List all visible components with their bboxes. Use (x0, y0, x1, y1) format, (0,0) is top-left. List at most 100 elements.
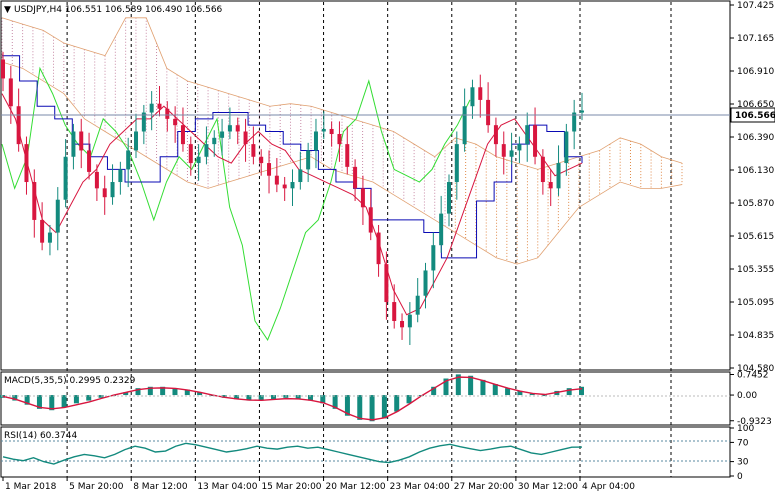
candle-body (102, 188, 107, 198)
candle-body (540, 156, 545, 183)
candle-body (220, 131, 225, 138)
candle-body (407, 314, 412, 328)
candle-body (235, 125, 240, 132)
candle-body (118, 169, 123, 183)
candle-body (32, 182, 37, 220)
macd-histogram-bar (184, 389, 190, 396)
candle-body (55, 199, 60, 233)
macd-histogram-bar (246, 395, 252, 401)
candle-body (556, 163, 561, 189)
candle-body (446, 182, 451, 214)
cloud-lower-edge (1, 61, 683, 265)
candle-body (71, 131, 76, 157)
price-axis-label: 107.165 (737, 34, 774, 44)
macd-histogram-bar (505, 388, 511, 396)
candle-body (141, 112, 146, 132)
candle-body (47, 232, 52, 243)
cloud-upper-edge (1, 17, 683, 170)
price-axis-label: 106.130 (737, 166, 774, 176)
candle-body (572, 112, 577, 132)
macd-histogram-bar (579, 386, 584, 396)
candle-body (243, 131, 248, 145)
candle-body (509, 150, 514, 157)
price-axis-label: 104.580 (737, 364, 774, 374)
rsi-axis: 100 70 30 0 (730, 424, 754, 482)
candle-body (227, 125, 232, 132)
macd-histogram-bar (517, 390, 523, 396)
candle-body (251, 144, 256, 157)
main-panel-frame (0, 0, 731, 371)
rsi-panel (2, 442, 583, 465)
macd-histogram-bar (468, 375, 474, 396)
candle-body (298, 169, 303, 183)
candle-body (368, 207, 373, 233)
ichimoku-cloud (1, 17, 683, 265)
price-axis-label: 105.095 (737, 298, 774, 308)
macd-histogram-bar (271, 395, 277, 400)
macd-histogram-bar (431, 386, 437, 396)
candle-body (16, 106, 21, 145)
macd-histogram-bar (36, 395, 42, 409)
time-axis-label: 15 Mar 20:00 (261, 482, 321, 492)
candle-body (1, 59, 5, 79)
macd-histogram-bar (49, 395, 55, 411)
candle-body (196, 156, 201, 164)
candle-body (548, 182, 553, 189)
rsi-title: RSI(14) 60.3744 (4, 431, 77, 441)
candle-body (580, 110, 584, 113)
candle-body (493, 125, 498, 145)
macd-histogram-bar (234, 395, 240, 400)
price-axis-label: 105.615 (737, 232, 774, 242)
candle-body (470, 87, 475, 107)
macd-histogram-bar (147, 386, 153, 396)
rsi-axis-label: 0 (737, 472, 743, 482)
vertical-grid (66, 2, 672, 477)
time-axis-label: 20 Mar 12:00 (326, 482, 386, 492)
time-axis-label: 4 Apr 04:00 (582, 482, 635, 492)
candle-body (345, 144, 350, 167)
candle-body (486, 99, 491, 126)
candle-body (360, 188, 365, 208)
time-axis-label: 1 Mar 2018 (5, 482, 57, 492)
candle-body (79, 131, 84, 151)
candle-body (8, 78, 13, 107)
collapse-triangle-icon[interactable]: ▼ (4, 5, 11, 15)
macd-histogram-bar (24, 395, 30, 405)
candle-body (439, 213, 444, 246)
rsi-axis-label: 30 (737, 458, 749, 468)
macd-histogram-bar (221, 395, 227, 398)
candle-body (478, 87, 483, 100)
macd-histogram-bar (12, 395, 18, 401)
candle-body (110, 182, 115, 198)
current-price-tag (730, 107, 775, 123)
time-axis-label: 8 Mar 12:00 (133, 482, 188, 492)
macd-histogram-bar (160, 386, 166, 396)
candle-body (525, 125, 530, 145)
macd-histogram-bar (357, 395, 363, 420)
candle-body (501, 144, 506, 157)
candle-body (392, 302, 397, 321)
macd-histogram-bar (542, 395, 548, 397)
macd-axis-label: -0.9323 (737, 417, 772, 427)
macd-histogram-bar (307, 395, 313, 401)
candle-body (63, 156, 68, 200)
rsi-axis-label: 100 (737, 424, 754, 434)
macd-histogram-bar (492, 384, 498, 396)
macd-panel-frame (0, 371, 731, 426)
macd-histogram-bar (406, 395, 412, 404)
price-axis: 107.425 107.165 106.910 106.650 106.390 106.1… (730, 1, 774, 374)
candle-body (24, 144, 29, 183)
macd-histogram-bar (566, 388, 572, 396)
candle-body (415, 295, 420, 315)
candle-body (204, 144, 209, 157)
price-axis-label: 106.650 (737, 100, 774, 110)
rsi-line (2, 442, 583, 465)
chart-title-group: ▼ USDJPY,H4 106.551 106.589 106.490 106.… (4, 5, 223, 15)
macd-histogram-bar (73, 395, 79, 404)
candle-body (376, 232, 381, 265)
macd-histogram-bar (197, 392, 203, 396)
macd-histogram-bar (480, 379, 486, 396)
candle-body (431, 245, 436, 271)
candle-body (454, 144, 459, 183)
candle-body (134, 131, 139, 151)
